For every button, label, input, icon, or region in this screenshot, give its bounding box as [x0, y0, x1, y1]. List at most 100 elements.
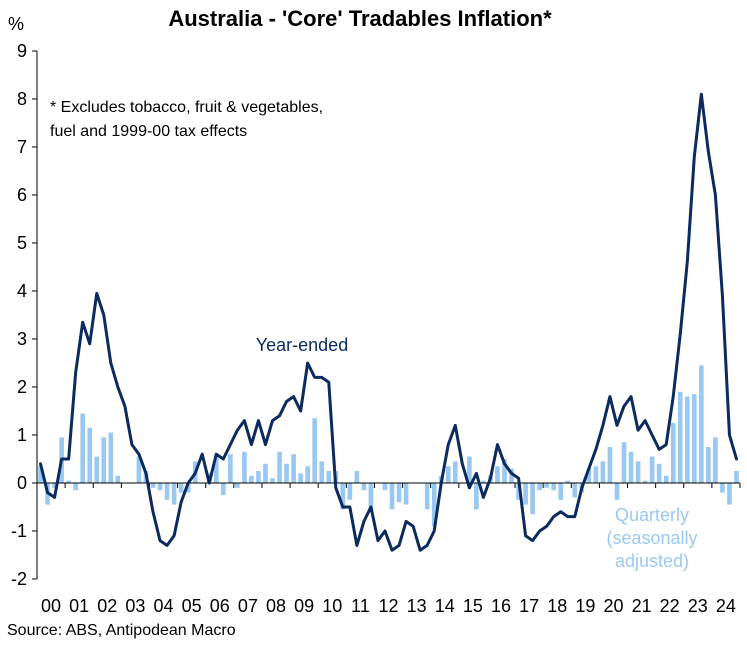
quarterly-bar — [720, 483, 725, 493]
quarterly-bar — [164, 483, 170, 500]
quarterly-bar — [558, 483, 564, 500]
quarterly-bar — [235, 483, 240, 488]
x-tick-label: 22 — [660, 596, 680, 616]
quarterly-bar — [347, 483, 353, 500]
quarterly-bar — [256, 471, 261, 483]
quarterly-bar — [544, 483, 549, 488]
series-label-quarterly-line-3: adjusted) — [615, 551, 689, 571]
x-tick-label: 18 — [547, 596, 567, 616]
series-label-quarterly-line-2: (seasonally — [606, 528, 697, 548]
quarterly-bar — [684, 396, 690, 483]
y-tick-label: 8 — [17, 89, 27, 109]
quarterly-bar — [523, 483, 528, 505]
quarterly-bar — [537, 483, 542, 491]
quarterly-bar — [80, 413, 86, 483]
quarterly-bar — [157, 483, 163, 491]
quarterly-bar — [431, 483, 437, 527]
quarterly-bar — [340, 483, 346, 510]
quarterly-bar — [677, 391, 683, 483]
quarterly-bar — [424, 483, 430, 510]
quarterly-bar — [298, 473, 303, 483]
quarterly-bar — [326, 471, 332, 483]
quarterly-bar — [136, 456, 142, 483]
quarterly-bar — [396, 483, 402, 503]
quarterly-bar — [691, 394, 697, 483]
quarterly-bar — [452, 461, 458, 483]
quarterly-bar — [530, 483, 535, 515]
quarterly-bar — [249, 475, 254, 483]
x-tick-label: 09 — [294, 596, 314, 616]
x-tick-label: 06 — [210, 596, 230, 616]
y-axis-unit-label: % — [8, 14, 24, 34]
quarterly-bar — [150, 483, 156, 488]
x-tick-labels: 00 01 02 03 04 05 06 07 08 09 10 11 12 13 14 15 16 17 18 19… — [41, 596, 736, 616]
quarterly-bar — [171, 483, 177, 505]
series-label-year-ended: Year-ended — [256, 335, 348, 355]
x-tick-label: 08 — [266, 596, 286, 616]
quarterly-bars — [38, 365, 739, 527]
quarterly-bar — [284, 463, 289, 483]
x-tick-label: 16 — [491, 596, 511, 616]
quarterly-bar — [305, 466, 310, 483]
quarterly-bar — [727, 483, 732, 505]
quarterly-bar — [361, 483, 367, 491]
quarterly-bar — [614, 483, 620, 500]
year-ended-line — [39, 92, 738, 552]
x-tick-label: 21 — [632, 596, 652, 616]
quarterly-bar — [319, 461, 325, 483]
y-tick-label: 6 — [17, 185, 27, 205]
quarterly-bar — [312, 418, 318, 483]
quarterly-bar — [502, 459, 507, 483]
quarterly-bar — [670, 423, 676, 483]
y-tick-label: 3 — [17, 329, 27, 349]
x-tick-label: 12 — [378, 596, 398, 616]
quarterly-bar — [600, 461, 606, 483]
quarterly-bar — [354, 471, 360, 483]
quarterly-bar — [228, 454, 233, 483]
x-tick-label: 20 — [603, 596, 623, 616]
y-tick-label: 4 — [17, 281, 27, 301]
x-tick-label: 13 — [407, 596, 427, 616]
footnote-line-1: * Excludes tobacco, fruit & vegetables, — [50, 99, 323, 116]
quarterly-bar — [52, 483, 57, 488]
quarterly-bar — [628, 451, 634, 483]
y-tick-labels: -2 -1 0 1 2 3 4 5 6 7 8 9 — [11, 41, 27, 589]
quarterly-bar — [495, 466, 500, 483]
x-tick-label: 00 — [41, 596, 61, 616]
x-tick-label: 17 — [519, 596, 539, 616]
quarterly-bar — [73, 483, 78, 491]
quarterly-bar — [94, 456, 100, 483]
quarterly-bar — [621, 442, 627, 483]
quarterly-bar — [572, 483, 578, 498]
quarterly-bar — [649, 456, 655, 483]
quarterly-bar — [242, 451, 247, 483]
quarterly-bar — [713, 437, 718, 483]
quarterly-bar — [656, 463, 662, 483]
quarterly-bar — [467, 456, 472, 483]
footnote-line-2: fuel and 1999-00 tax effects — [50, 123, 247, 140]
quarterly-bar — [642, 480, 648, 483]
quarterly-bar — [368, 483, 374, 512]
y-tick-label: 0 — [17, 473, 27, 493]
quarterly-bar — [607, 447, 613, 483]
quarterly-bar — [663, 475, 669, 483]
y-tick-label: 5 — [17, 233, 27, 253]
quarterly-bar — [101, 437, 107, 483]
y-tick-label: 2 — [17, 377, 27, 397]
axes — [32, 50, 741, 580]
x-tick-label: 03 — [125, 596, 145, 616]
quarterly-bar — [382, 483, 388, 491]
x-tick-label: 14 — [435, 596, 455, 616]
quarterly-bar — [277, 451, 282, 483]
quarterly-bar — [509, 468, 514, 483]
quarterly-bar — [403, 483, 409, 505]
quarterly-bar — [481, 480, 486, 483]
x-tick-label: 01 — [69, 596, 89, 616]
quarterly-bar — [635, 461, 641, 483]
series-label-quarterly-line-1: Quarterly — [615, 505, 689, 525]
quarterly-bar — [516, 483, 521, 500]
quarterly-bar — [291, 454, 296, 483]
quarterly-bar — [178, 483, 184, 493]
y-tick-label: -1 — [11, 521, 27, 541]
